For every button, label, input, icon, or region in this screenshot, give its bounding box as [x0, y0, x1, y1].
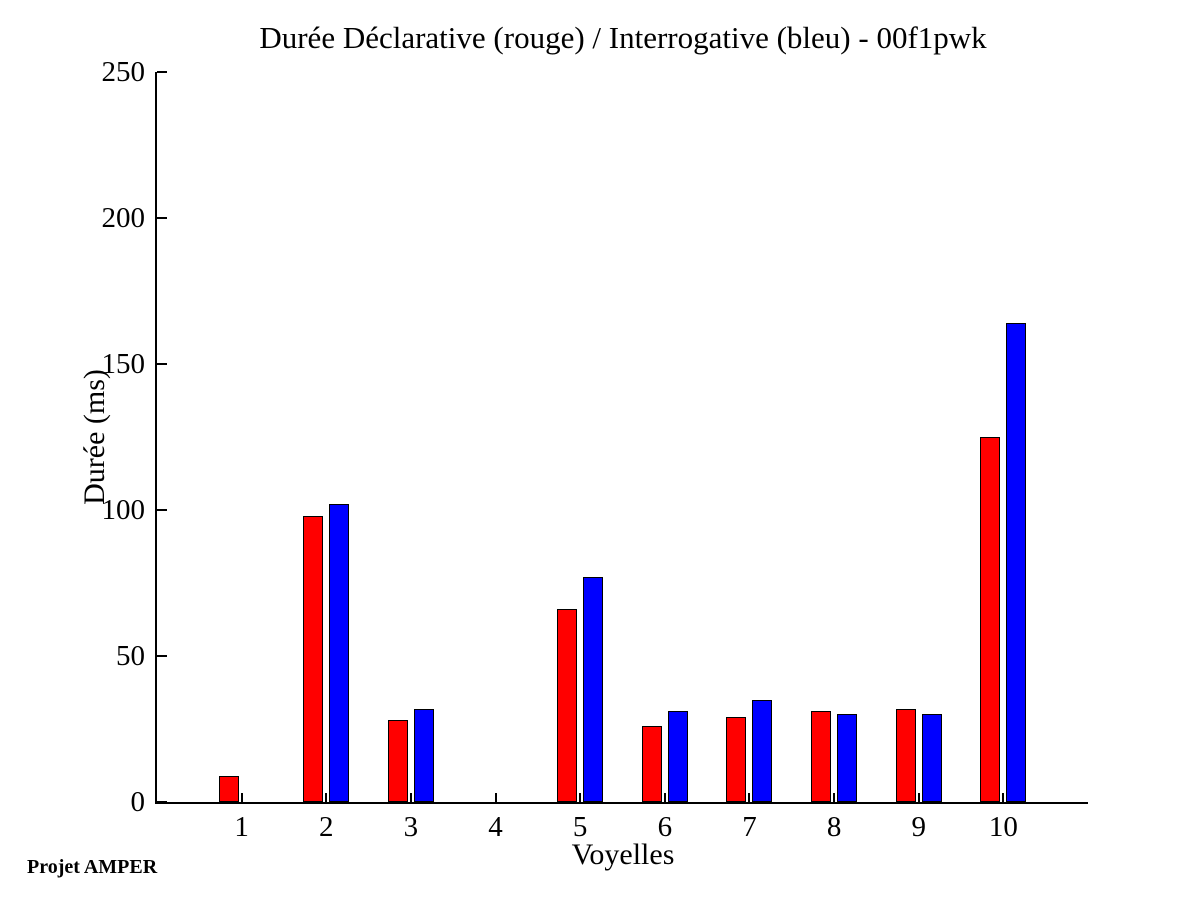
bar-declarative-2	[303, 515, 324, 802]
x-tick-mark-1	[240, 793, 243, 802]
x-tick-label-9: 9	[911, 811, 926, 843]
x-tick-mark-10	[1002, 793, 1005, 802]
y-tick-label-200: 200	[101, 202, 146, 234]
x-tick-mark-7	[748, 793, 751, 802]
x-tick-mark-2	[325, 793, 328, 802]
bar-declarative-10	[980, 437, 1001, 802]
y-tick-mark-50	[157, 655, 167, 657]
x-tick-label-2: 2	[319, 811, 334, 843]
x-tick-label-1: 1	[234, 811, 249, 843]
bar-interrogative-8	[837, 714, 858, 802]
bar-declarative-3	[387, 720, 408, 802]
y-tick-label-100: 100	[101, 494, 146, 526]
x-tick-label-7: 7	[742, 811, 757, 843]
y-tick-mark-250	[157, 71, 167, 73]
x-tick-mark-4	[494, 793, 497, 802]
bar-declarative-5	[557, 609, 578, 802]
project-annotation: Projet AMPER	[27, 856, 158, 878]
x-tick-label-10: 10	[988, 811, 1018, 843]
bar-declarative-9	[895, 708, 916, 802]
x-tick-mark-3	[409, 793, 412, 802]
y-tick-mark-0	[157, 801, 167, 803]
x-tick-label-6: 6	[657, 811, 673, 843]
bar-interrogative-6	[667, 711, 688, 802]
x-tick-mark-9	[917, 793, 920, 802]
bar-declarative-6	[641, 726, 662, 802]
bar-interrogative-9	[921, 714, 942, 802]
bar-declarative-8	[811, 711, 832, 802]
x-tick-mark-5	[579, 793, 582, 802]
x-tick-label-3: 3	[403, 811, 419, 843]
bar-interrogative-2	[329, 504, 350, 802]
y-tick-label-250: 250	[101, 56, 146, 88]
x-tick-label-4: 4	[488, 811, 503, 843]
bar-interrogative-7	[752, 699, 773, 802]
y-tick-label-0: 0	[130, 786, 146, 818]
y-tick-mark-150	[157, 363, 167, 365]
y-axis-label: Durée (ms)	[78, 369, 111, 505]
x-tick-label-8: 8	[826, 811, 842, 843]
x-tick-label-5: 5	[572, 811, 588, 843]
chart-title: Durée Déclarative (rouge) / Interrogativ…	[259, 20, 987, 55]
x-tick-mark-6	[663, 793, 666, 802]
bar-declarative-1	[218, 775, 239, 802]
bar-interrogative-3	[413, 708, 434, 802]
bar-declarative-7	[726, 717, 747, 802]
x-tick-mark-8	[833, 793, 836, 802]
bar-interrogative-10	[1006, 323, 1027, 802]
plot-area	[155, 71, 1088, 804]
y-tick-mark-100	[157, 509, 167, 511]
y-tick-label-150: 150	[101, 348, 146, 380]
y-tick-mark-200	[157, 217, 167, 219]
y-tick-label-50: 50	[116, 640, 145, 672]
bar-interrogative-5	[583, 577, 604, 802]
x-axis-label: Voyelles	[571, 838, 675, 871]
